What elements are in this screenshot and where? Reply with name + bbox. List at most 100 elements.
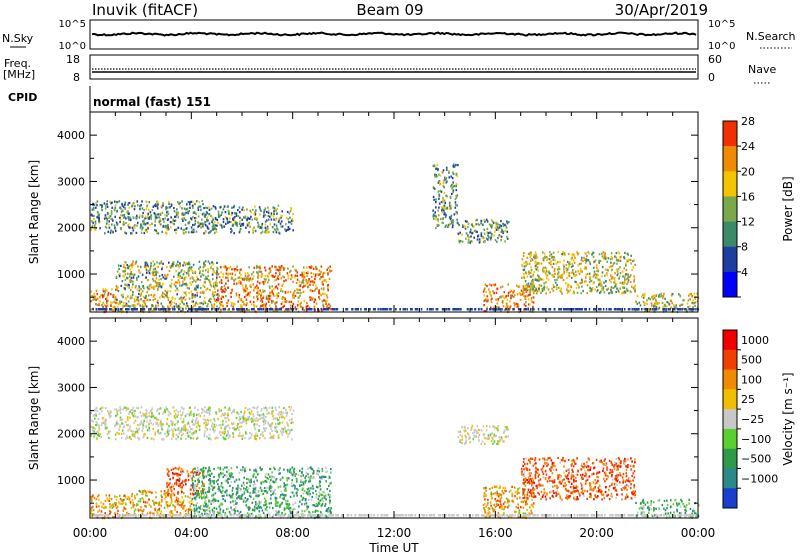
power-cell — [295, 282, 298, 285]
power-cell — [174, 219, 177, 222]
power-cell — [127, 267, 129, 270]
power-cell — [237, 276, 240, 279]
power-cell — [173, 210, 176, 213]
power-cell — [287, 291, 289, 294]
power-cell — [559, 260, 561, 264]
power-cell — [589, 276, 592, 279]
power-cell — [452, 191, 454, 194]
power-cell — [126, 285, 128, 288]
power-cell — [231, 268, 233, 271]
power-cell — [230, 227, 232, 230]
power-cell — [149, 216, 151, 219]
power-cell — [195, 301, 197, 304]
power-cell — [283, 309, 286, 312]
velocity-cell — [194, 479, 196, 483]
power-cell — [585, 261, 587, 264]
power-cell — [656, 302, 659, 305]
power-cell — [99, 204, 102, 207]
power-cell — [318, 291, 320, 294]
power-cell — [166, 273, 169, 276]
power-cell — [271, 291, 273, 294]
velocity-cell — [209, 479, 212, 482]
power-cell — [535, 253, 537, 256]
velocity-cell — [209, 482, 212, 485]
power-cell — [112, 219, 114, 222]
power-cell — [273, 223, 276, 226]
power-cell — [145, 265, 148, 268]
velocity-cell — [292, 469, 295, 472]
power-cell — [495, 225, 498, 228]
power-cell — [258, 225, 260, 228]
power-cell — [435, 206, 437, 209]
power-cell — [155, 216, 157, 219]
power-cell — [265, 231, 268, 234]
velocity-cell — [154, 509, 157, 512]
velocity-cell — [303, 489, 306, 493]
power-cell — [217, 215, 220, 218]
velocity-cell — [177, 473, 180, 476]
velocity-cell — [314, 505, 317, 508]
velocity-cell — [274, 513, 277, 516]
freq-label: Freq. — [4, 57, 31, 70]
velocity-cell — [252, 509, 254, 512]
power-cell — [261, 300, 264, 303]
power-cell — [269, 267, 271, 270]
velocity-cell — [158, 509, 160, 512]
power-cell — [172, 265, 174, 268]
power-cell — [651, 308, 654, 311]
power-cell — [572, 264, 574, 267]
power-cell — [193, 279, 195, 282]
power-cell — [289, 271, 291, 274]
power-cell — [588, 272, 591, 275]
power-cell — [266, 229, 269, 232]
power-cell — [299, 284, 301, 287]
velocity-cell — [274, 492, 277, 495]
velocity-cell — [318, 516, 320, 519]
power-cell — [290, 308, 293, 311]
power-cell — [442, 208, 445, 211]
velocity-cell — [308, 490, 311, 493]
power-cell — [494, 230, 496, 233]
power-cell — [562, 250, 564, 254]
power-cell — [521, 258, 524, 261]
power-cell — [278, 269, 280, 272]
velocity-cell — [319, 515, 321, 518]
power-cell — [182, 280, 184, 283]
velocity-cell — [252, 497, 255, 500]
power-cell — [192, 231, 194, 234]
power-cell — [282, 283, 284, 286]
power-cell — [584, 266, 586, 269]
power-cell — [264, 269, 267, 272]
power-cell — [262, 308, 264, 311]
velocity-cell — [128, 498, 131, 501]
power-cell — [214, 291, 216, 294]
power-cell — [626, 289, 629, 292]
power-cell — [634, 263, 637, 266]
velocity-cell — [108, 497, 111, 500]
power-cell — [119, 302, 121, 305]
power-cell — [256, 299, 259, 302]
power-cell — [553, 285, 555, 289]
velocity-cell — [284, 512, 287, 515]
power-cell — [198, 205, 200, 208]
power-cell — [456, 218, 458, 221]
power-cell — [271, 265, 273, 268]
power-cell — [207, 260, 210, 263]
power-cell — [91, 220, 93, 223]
velocity-cell — [236, 489, 239, 492]
power-cell — [490, 306, 492, 309]
velocity-cell — [326, 508, 328, 511]
velocity-cell — [174, 482, 176, 485]
power-cell — [214, 206, 217, 209]
power-cell — [524, 280, 527, 283]
velocity-cell — [320, 468, 323, 471]
power-cell — [153, 307, 155, 310]
power-cell — [531, 300, 533, 303]
power-cell — [270, 274, 273, 277]
power-cell — [276, 268, 279, 271]
power-cell — [630, 291, 633, 294]
freq-strip-frame — [89, 54, 699, 80]
power-cell — [507, 309, 509, 312]
velocity-cell — [184, 479, 186, 482]
power-cell — [273, 294, 276, 297]
